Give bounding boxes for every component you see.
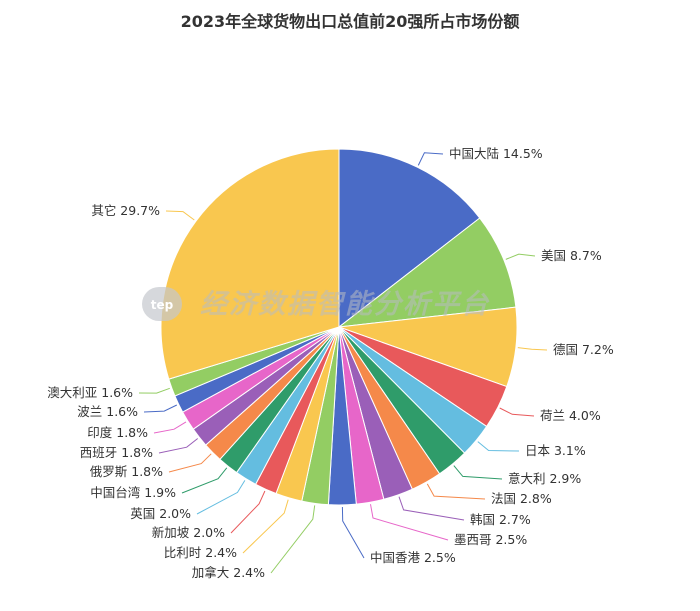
pie-slices	[160, 148, 518, 506]
slice-label-1: 中国大陆 14.5%	[449, 146, 543, 161]
slice-label-5: 日本 3.1%	[525, 443, 586, 458]
slice-label-13: 新加坡 2.0%	[152, 525, 225, 540]
slice-label-10: 中国香港 2.5%	[370, 550, 456, 565]
pie-slice-2	[337, 217, 517, 328]
slice-label-12: 比利时 2.4%	[164, 545, 237, 560]
leader-lines	[138, 152, 548, 574]
leader-line-4	[499, 407, 535, 417]
leader-line-15	[181, 467, 228, 494]
watermark-logo-text: tep	[151, 298, 174, 312]
slice-label-11: 加拿大 2.4%	[192, 565, 265, 580]
slice-label-16: 俄罗斯 1.8%	[90, 464, 163, 479]
leader-line-19	[143, 404, 178, 413]
leader-line-8	[398, 496, 465, 521]
leader-line-14	[196, 480, 246, 515]
slice-label-2: 美国 8.7%	[541, 248, 602, 263]
slice-label-9: 墨西哥 2.5%	[454, 532, 527, 547]
pie-slice-21	[160, 148, 340, 380]
leader-line-11	[270, 505, 316, 574]
slice-label-17: 西班牙 1.8%	[80, 445, 153, 460]
watermark-logo	[142, 287, 182, 321]
leader-line-16	[168, 453, 212, 473]
leader-line-6	[453, 465, 503, 480]
slice-label-4: 荷兰 4.0%	[540, 408, 601, 423]
slice-label-7: 法国 2.8%	[491, 491, 552, 506]
slice-labels: 中国大陆 14.5% 美国 8.7% 德国 7.2% 荷兰 4.0% 日本 3.1% 意大…	[47, 146, 614, 580]
leader-line-12	[242, 499, 289, 554]
leader-line-2	[505, 253, 536, 260]
slice-label-15: 中国台湾 1.9%	[90, 485, 176, 500]
leader-line-21	[165, 210, 195, 221]
leader-line-18	[153, 421, 187, 434]
slice-label-20: 澳大利亚 1.6%	[47, 385, 133, 400]
watermark: tep 经济数据智能分析平台	[142, 287, 490, 321]
leader-line-5	[477, 441, 520, 452]
leader-line-3	[517, 347, 548, 351]
leader-line-1	[417, 152, 444, 166]
slice-label-6: 意大利 2.9%	[508, 471, 581, 486]
leader-line-10	[341, 506, 365, 559]
leader-line-13	[230, 490, 266, 534]
slice-label-21: 其它 29.7%	[91, 203, 160, 218]
slice-label-14: 英国 2.0%	[130, 506, 191, 521]
leader-line-9	[370, 504, 449, 541]
slice-label-18: 印度 1.8%	[87, 425, 148, 440]
slice-label-8: 韩国 2.7%	[470, 512, 531, 527]
pie-slice-1	[338, 148, 481, 329]
chart-title: 2023年全球货物出口总值前20强所占市场份额	[181, 12, 520, 31]
watermark-text: 经济数据智能分析平台	[200, 289, 490, 320]
leader-line-17	[158, 438, 199, 454]
slice-label-19: 波兰 1.6%	[77, 404, 138, 419]
leader-line-7	[426, 483, 486, 500]
slice-label-3: 德国 7.2%	[553, 342, 614, 357]
leader-line-20	[138, 387, 170, 394]
